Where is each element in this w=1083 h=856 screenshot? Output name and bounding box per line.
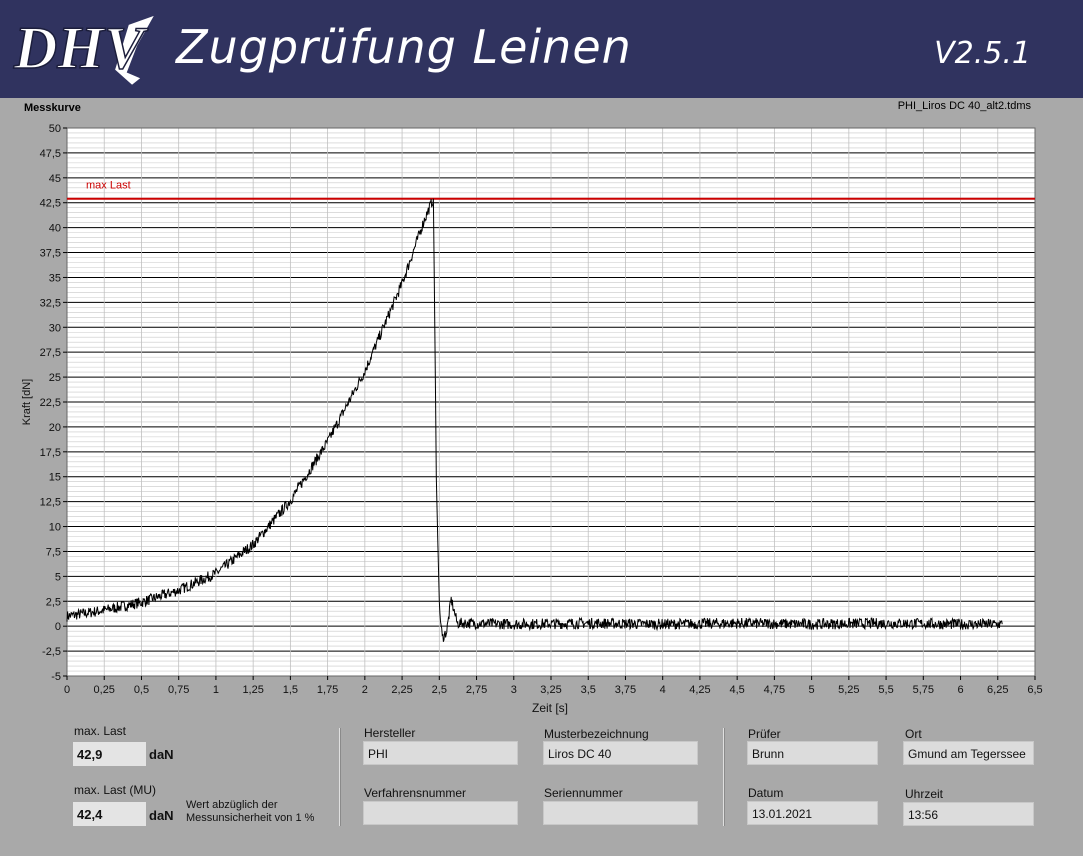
max-last-mu-unit: daN (149, 808, 174, 823)
separator-right (723, 728, 725, 826)
hersteller-label: Hersteller (364, 726, 416, 740)
y-tick-label: 25 (49, 372, 61, 384)
version-label: V2.5.1 (934, 36, 1031, 71)
y-tick-label: 7,5 (46, 546, 61, 558)
x-tick-label: 4 (660, 684, 666, 696)
pruefer-field[interactable]: Brunn (747, 741, 878, 765)
x-tick-label: 4,75 (764, 684, 785, 696)
x-tick-label: 3,5 (581, 684, 596, 696)
x-axis-label: Zeit [s] (532, 701, 568, 715)
y-tick-label: 45 (49, 173, 61, 185)
separator-left (339, 728, 341, 826)
mu-note-line1: Wert abzüglich der (186, 799, 278, 811)
header-bar: DHV Zugprüfung Leinen V2.5.1 (0, 0, 1083, 98)
ort-label: Ort (905, 727, 922, 741)
musterbezeichnung-field[interactable]: Liros DC 40 (543, 741, 698, 765)
x-tick-label: 0,25 (94, 684, 115, 696)
x-tick-label: 1 (213, 684, 219, 696)
x-tick-label: 3,25 (540, 684, 561, 696)
x-tick-label: 0,5 (134, 684, 149, 696)
file-name: PHI_Liros DC 40_alt2.tdms (897, 100, 1031, 112)
x-tick-label: 2 (362, 684, 368, 696)
y-tick-label: 15 (49, 472, 61, 484)
x-tick-label: 1,75 (317, 684, 338, 696)
max-last-mu-label: max. Last (MU) (74, 783, 157, 797)
y-tick-label: 0 (55, 621, 61, 633)
x-tick-label: 5,5 (878, 684, 893, 696)
seriennummer-field[interactable] (543, 801, 698, 825)
y-tick-label: 42,5 (40, 198, 61, 210)
chart-caption: Messkurve (24, 102, 81, 114)
y-tick-label: 20 (49, 422, 61, 434)
y-tick-label: 10 (49, 522, 61, 534)
y-tick-label: 17,5 (40, 447, 61, 459)
y-tick-label: 2,5 (46, 596, 61, 608)
dhv-logo: DHV (12, 12, 159, 88)
seriennummer-label: Seriennummer (544, 786, 623, 800)
x-tick-label: 2,25 (391, 684, 412, 696)
y-tick-label: 47,5 (40, 148, 61, 160)
y-tick-label: 30 (49, 322, 61, 334)
y-tick-label: 35 (49, 272, 61, 284)
y-tick-label: 22,5 (40, 397, 61, 409)
mu-note-line2: Messunsicherheit von 1 % (186, 812, 315, 824)
y-tick-label: 32,5 (40, 297, 61, 309)
x-tick-label: 4,5 (730, 684, 745, 696)
ort-field[interactable]: Gmund am Tegerssee (903, 741, 1034, 765)
x-tick-label: 2,5 (432, 684, 447, 696)
x-tick-label: 5,75 (913, 684, 934, 696)
logo-text: DHV (13, 15, 149, 81)
x-tick-label: 5,25 (838, 684, 859, 696)
hersteller-field[interactable]: PHI (363, 741, 518, 765)
max-last-unit: daN (149, 747, 174, 762)
y-tick-label: -2,5 (42, 646, 61, 658)
musterbezeichnung-label: Musterbezeichnung (544, 727, 649, 741)
uhrzeit-field[interactable]: 13:56 (903, 802, 1034, 826)
measurement-chart: 5047,54542,54037,53532,53027,52522,52017… (21, 123, 1043, 715)
x-tick-label: 0 (64, 684, 70, 696)
y-axis-label: Kraft [dN] (21, 379, 33, 425)
force-curve (66, 198, 1003, 642)
x-tick-label: 2,75 (466, 684, 487, 696)
x-tick-label: 3 (511, 684, 517, 696)
x-tick-label: 6,25 (987, 684, 1008, 696)
y-tick-label: 50 (49, 123, 61, 135)
x-tick-label: 1,5 (283, 684, 298, 696)
datum-label: Datum (748, 786, 784, 800)
x-tick-label: 6 (957, 684, 963, 696)
x-tick-label: 3,75 (615, 684, 636, 696)
x-tick-label: 1,25 (242, 684, 263, 696)
y-tick-label: 40 (49, 223, 61, 235)
verfahrensnummer-label: Verfahrensnummer (364, 786, 467, 800)
verfahrensnummer-field[interactable] (363, 801, 518, 825)
y-tick-label: 37,5 (40, 248, 61, 260)
x-tick-label: 4,25 (689, 684, 710, 696)
pruefer-label: Prüfer (748, 727, 781, 741)
y-tick-label: -5 (51, 671, 61, 683)
y-tick-label: 12,5 (40, 497, 61, 509)
app-title: Zugprüfung Leinen (176, 20, 632, 74)
x-tick-label: 5 (809, 684, 815, 696)
y-tick-label: 5 (55, 571, 61, 583)
max-last-mu-value: 42,4 (73, 802, 146, 826)
y-tick-label: 27,5 (40, 347, 61, 359)
max-last-label: max. Last (74, 724, 127, 738)
x-tick-label: 6,5 (1027, 684, 1042, 696)
x-tick-label: 0,75 (168, 684, 189, 696)
uhrzeit-label: Uhrzeit (905, 787, 944, 801)
datum-field[interactable]: 13.01.2021 (747, 801, 878, 825)
max-last-value: 42,9 (73, 742, 146, 766)
max-last-line-label: max Last (86, 180, 131, 192)
